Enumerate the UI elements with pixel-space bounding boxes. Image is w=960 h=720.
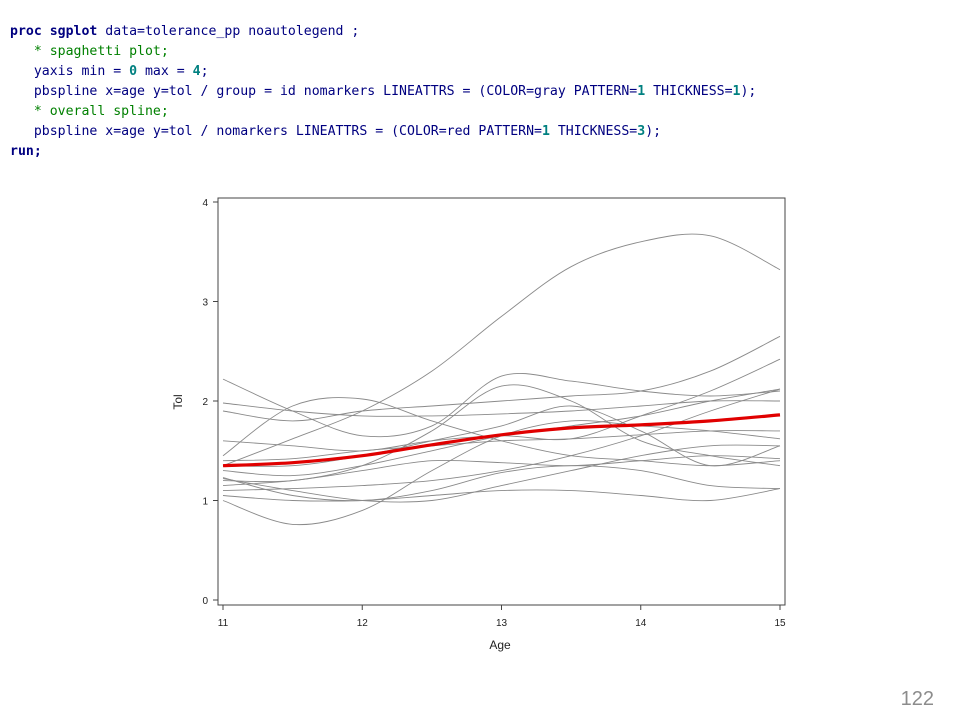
code-token: ; [200,64,209,79]
code-line: yaxis min = 0 max = 4; [10,64,209,79]
code-token: * overall spline; [33,104,169,119]
sas-code-block: proc sgplot data=tolerance_pp noautolege… [10,22,756,162]
code-token: proc sgplot [10,24,98,39]
x-tick-label: 11 [218,618,229,629]
code-line: * spaghetti plot; [10,44,169,59]
individual-spline-line [222,373,781,438]
code-token: yaxis min = [10,64,130,79]
code-token: 1 [637,84,646,99]
overall-spline-line [222,413,781,468]
x-axis-label: Age [489,638,511,652]
y-tick-label: 2 [202,397,208,408]
individual-spline-line [222,444,781,503]
code-line: proc sgplot data=tolerance_pp noautolege… [10,24,359,39]
x-tick-label: 13 [496,618,508,629]
y-axis-label: Tol [171,394,185,409]
individual-spline-lines [222,233,781,526]
code-token: 0 [129,64,138,79]
code-token: 4 [192,64,201,79]
code-token: 1 [732,84,741,99]
x-axis: 11 12 13 14 15 [218,605,786,629]
code-token: data=tolerance_pp noautolegend ; [97,24,360,39]
code-token: max = [137,64,193,79]
code-token: pbspline x=age y=tol / group = id nomark… [10,84,638,99]
individual-spline-line [222,388,781,492]
code-line: run; [10,144,42,159]
individual-spline-line [222,358,781,452]
code-token: ); [740,84,757,99]
code-token: 3 [637,124,646,139]
code-token: ); [645,124,662,139]
code-token: THICKNESS= [645,84,733,99]
code-token: pbspline x=age y=tol / nomarkers LINEATT… [10,124,542,139]
code-token: 1 [541,124,550,139]
code-token: THICKNESS= [549,124,638,139]
individual-spline-line [222,455,781,487]
individual-spline-line [222,488,781,502]
x-tick-label: 12 [357,618,369,629]
page-number: 122 [900,688,934,710]
overall-spline-line-group [222,413,781,468]
x-tick-label: 14 [635,618,647,629]
individual-spline-line [222,405,781,467]
code-token: run; [10,144,42,159]
individual-spline-line [222,430,781,462]
y-tick-label: 4 [202,198,208,209]
code-line: pbspline x=age y=tol / group = id nomark… [10,84,757,99]
individual-spline-line [222,335,781,422]
y-axis: 0 1 2 3 4 [202,198,218,607]
individual-spline-line [222,465,781,502]
y-tick-label: 3 [202,298,208,309]
y-tick-label: 1 [202,497,208,508]
code-line: * overall spline; [10,104,169,119]
individual-spline-line [222,233,781,467]
code-line: pbspline x=age y=tol / nomarkers LINEATT… [10,124,661,139]
x-tick-label: 15 [774,618,786,629]
y-tick-label: 0 [202,596,208,607]
individual-spline-line [222,400,781,417]
code-token: * spaghetti plot; [33,44,169,59]
